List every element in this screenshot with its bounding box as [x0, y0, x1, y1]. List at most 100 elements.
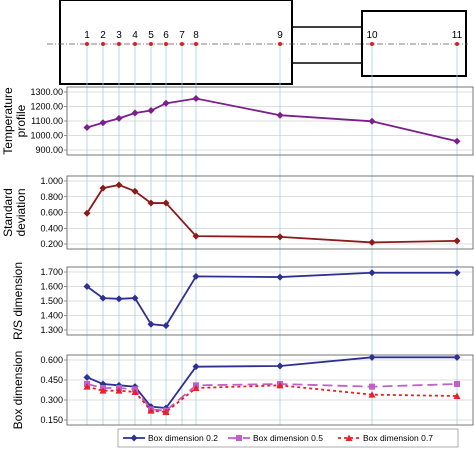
station-point — [117, 42, 121, 46]
data-point — [454, 381, 460, 387]
y-tick-label: 0.200 — [40, 239, 63, 249]
y-tick-label: 1200.00 — [30, 102, 63, 112]
y-tick-label: 900.00 — [35, 145, 63, 155]
station-label: 10 — [366, 30, 378, 41]
y-axis-label: R/S dimension — [11, 262, 25, 340]
series-line — [86, 384, 458, 413]
y-tick-label: 1.700 — [40, 267, 63, 277]
y-tick-label: 1100.00 — [31, 116, 63, 126]
station-point — [455, 42, 459, 46]
data-point — [368, 269, 376, 277]
y-tick-label: 1000.00 — [30, 131, 63, 141]
data-point — [115, 387, 123, 394]
station-label: 9 — [277, 30, 283, 41]
data-point — [147, 320, 155, 328]
series-line — [86, 383, 458, 412]
data-point — [99, 119, 107, 127]
data-point — [147, 407, 155, 414]
y-tick-label: 1.000 — [40, 176, 63, 186]
rs-dimension-panel: 1.300 1.400 1.500 1.600 1.700 R/S dimension — [11, 262, 474, 340]
data-point — [83, 383, 91, 390]
station-label: 5 — [148, 30, 154, 41]
station-label: 6 — [163, 30, 169, 41]
data-point — [192, 384, 200, 391]
legend-marker — [345, 434, 353, 441]
y-axis-label-line: deviation — [14, 188, 28, 236]
legend-marker — [236, 435, 242, 441]
data-point — [192, 232, 200, 240]
series-line — [86, 356, 457, 409]
data-point — [369, 383, 375, 390]
data-point — [192, 363, 200, 371]
station-label: 3 — [116, 30, 122, 41]
data-point — [131, 294, 139, 302]
station-label: 1 — [84, 30, 90, 41]
data-point — [453, 269, 461, 277]
legend-label: Box dimension 0.5 — [253, 433, 323, 443]
data-point — [147, 107, 155, 115]
std-dev-panel: 0.200 0.400 0.600 0.800 1.000 Standarddeviati… — [1, 175, 474, 250]
y-tick-label: 1.600 — [40, 282, 63, 292]
data-point — [115, 114, 123, 122]
data-point — [83, 209, 91, 217]
data-point — [115, 181, 123, 189]
series-line — [86, 184, 458, 244]
station-point — [180, 42, 184, 46]
y-tick-label: 1.400 — [40, 311, 63, 321]
legend-label: Box dimension 0.7 — [363, 433, 433, 443]
series-line — [86, 271, 457, 327]
station-label: 11 — [452, 30, 463, 41]
data-point — [276, 273, 284, 281]
data-point — [192, 95, 200, 103]
data-point — [99, 387, 107, 394]
small-box — [361, 10, 467, 77]
legend-label: Box dimension 0.2 — [148, 433, 218, 443]
y-axis-label: Standarddeviation — [1, 188, 28, 237]
y-axis-label-line: Standard — [1, 188, 15, 237]
data-point — [99, 294, 107, 302]
station-point — [149, 42, 153, 46]
data-point — [99, 184, 107, 192]
station-point — [85, 42, 89, 46]
y-tick-label: 0.450 — [40, 375, 63, 385]
y-tick-label: 1.300 — [40, 325, 63, 335]
data-point — [276, 362, 284, 370]
data-point — [368, 238, 376, 246]
station-label: 8 — [193, 30, 199, 41]
station-point — [194, 42, 198, 46]
temperature-panel: 900.00 1000.00 1100.00 1200.00 1300.00 Temper… — [1, 86, 474, 156]
station-point — [278, 42, 282, 46]
y-axis-label-line: Box dimension — [11, 351, 25, 430]
y-tick-label: 0.300 — [40, 395, 63, 405]
legend-marker — [130, 434, 138, 442]
station-label: 4 — [132, 30, 138, 41]
y-axis-label-line: R/S dimension — [11, 262, 25, 340]
data-point — [368, 117, 376, 125]
data-point — [276, 111, 284, 119]
data-point — [162, 199, 170, 207]
station-point — [101, 42, 105, 46]
data-point — [162, 408, 170, 415]
y-axis-label: Box dimension — [11, 351, 25, 430]
data-point — [131, 187, 139, 195]
station-label: 7 — [179, 30, 185, 41]
data-point — [83, 373, 91, 381]
data-point — [131, 109, 139, 117]
y-axis-label-line: Temperature — [1, 87, 15, 155]
y-tick-label: 1300.00 — [30, 87, 63, 97]
series-line — [86, 97, 458, 143]
data-point — [115, 295, 123, 303]
data-point — [453, 137, 461, 145]
data-point — [276, 233, 284, 241]
data-point — [83, 283, 91, 290]
y-tick-label: 0.600 — [40, 208, 63, 218]
y-tick-label: 1.500 — [40, 296, 63, 306]
data-point — [83, 124, 91, 132]
panel-frame — [66, 354, 474, 426]
station-label: 2 — [100, 30, 106, 41]
y-tick-label: 0.600 — [40, 355, 63, 365]
station-point — [133, 42, 137, 46]
station-point — [370, 42, 374, 46]
y-tick-label: 0.400 — [40, 223, 63, 233]
